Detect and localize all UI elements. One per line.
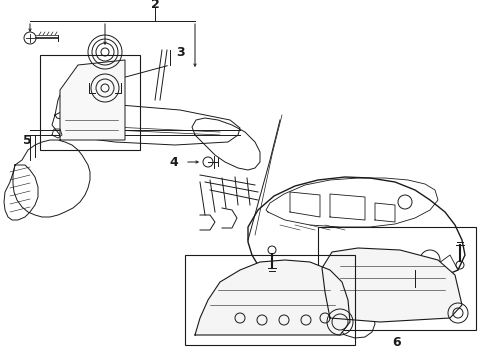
Polygon shape xyxy=(322,248,462,322)
Polygon shape xyxy=(195,260,350,335)
Text: 2: 2 xyxy=(150,0,159,10)
Text: 1: 1 xyxy=(420,284,429,297)
Bar xyxy=(318,227,476,330)
Text: 3: 3 xyxy=(176,46,184,59)
Polygon shape xyxy=(60,60,125,140)
Text: 6: 6 xyxy=(392,336,401,348)
Text: 7: 7 xyxy=(358,264,367,276)
Bar xyxy=(185,255,355,345)
Text: 5: 5 xyxy=(23,134,32,147)
Bar xyxy=(40,55,140,150)
Text: 4: 4 xyxy=(169,156,178,168)
